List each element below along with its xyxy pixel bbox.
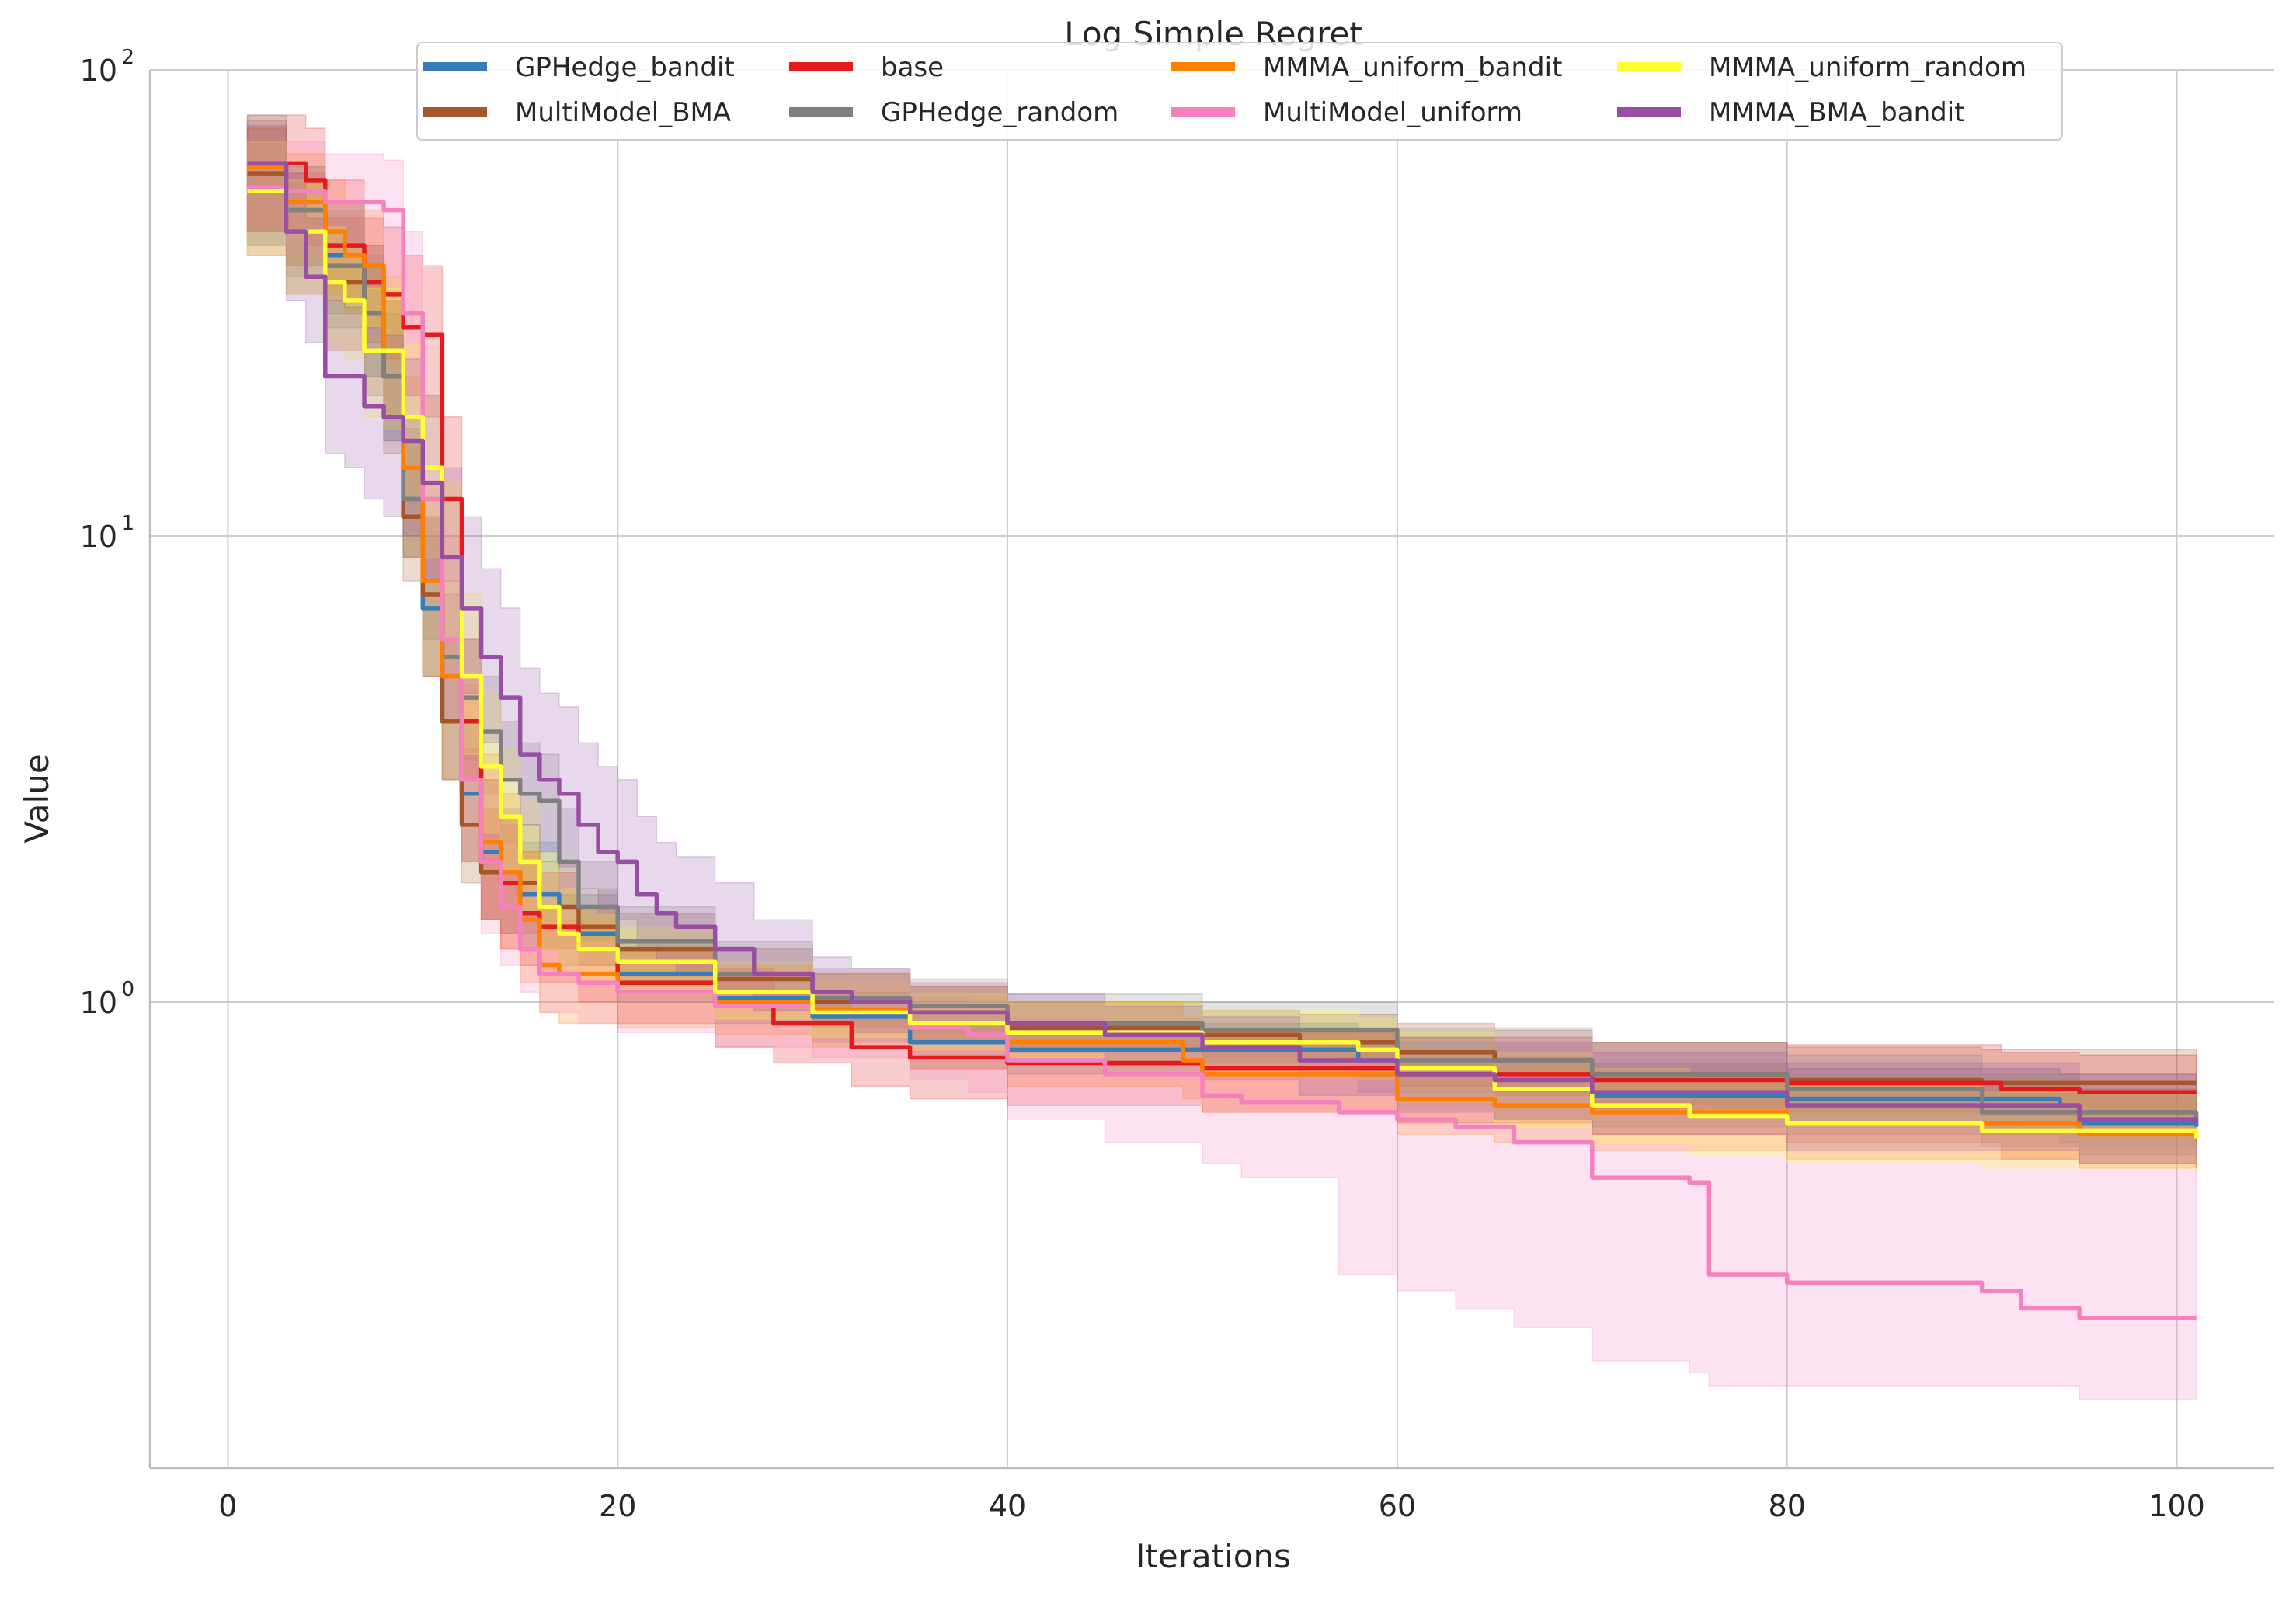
x-tick-label: 100 <box>2148 1489 2205 1523</box>
legend-label-MMMA_uniform_bandit: MMMA_uniform_bandit <box>1263 52 1562 83</box>
x-tick-label: 60 <box>1379 1489 1416 1523</box>
x-tick-label: 80 <box>1769 1489 1806 1523</box>
y-tick-exponent: 2 <box>121 46 134 69</box>
y-axis-label: Value <box>18 753 56 843</box>
y-tick-exponent: 0 <box>121 978 134 1001</box>
x-tick-label: 20 <box>599 1489 636 1523</box>
legend-label-base: base <box>881 52 944 83</box>
band-MMMA_uniform_random <box>246 141 2197 1173</box>
legend: GPHedge_bandit MultiModel_BMA base GPHedge_… <box>416 42 2063 141</box>
line-MMMA_uniform_random <box>247 189 2199 1139</box>
legend-label-GPHedge_random: GPHedge_random <box>881 97 1118 128</box>
y-tick-label: 10 <box>80 986 117 1020</box>
x-tick-label: 40 <box>989 1489 1026 1523</box>
legend-label-MMMA_uniform_random: MMMA_uniform_random <box>1709 52 2026 83</box>
legend-label-MultiModel_uniform: MultiModel_uniform <box>1263 97 1522 128</box>
legend-label-MultiModel_BMA: MultiModel_BMA <box>515 97 731 128</box>
legend-label-MMMA_BMA_bandit: MMMA_BMA_bandit <box>1709 97 1965 128</box>
y-tick-exponent: 1 <box>121 512 134 535</box>
x-axis-label: Iterations <box>1136 1537 1291 1575</box>
y-tick-label: 10 <box>80 520 117 554</box>
series-lines <box>247 161 2199 1320</box>
legend-label-GPHedge_bandit: GPHedge_bandit <box>515 52 735 83</box>
x-tick-label: 0 <box>218 1489 237 1523</box>
line-MMMA_uniform_bandit <box>247 164 2199 1139</box>
y-tick-label: 10 <box>80 54 117 88</box>
line-MMMA_BMA_bandit <box>247 161 2199 1123</box>
